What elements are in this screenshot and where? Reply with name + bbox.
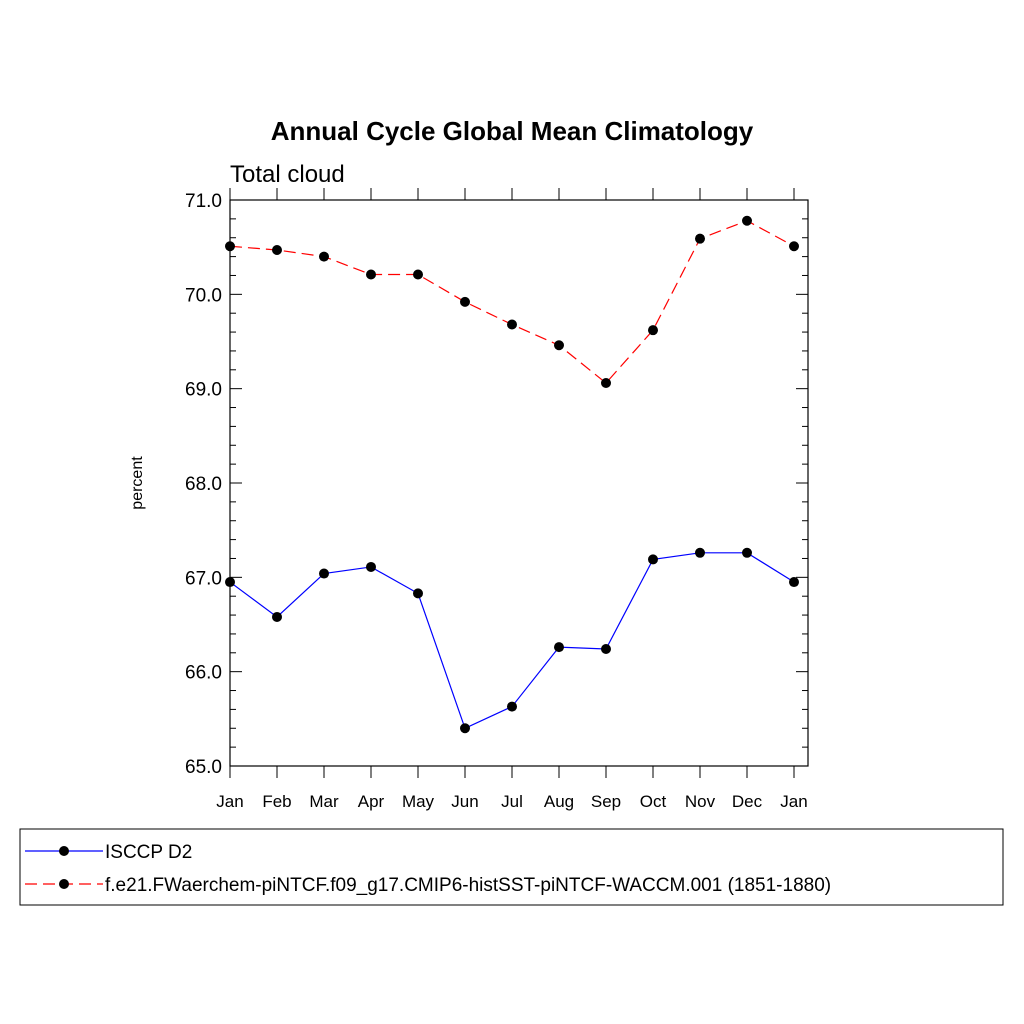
legend-label-2: f.e21.FWaerchem-piNTCF.f09_g17.CMIP6-his… xyxy=(105,875,831,896)
y-tick-label: 65.0 xyxy=(185,757,222,778)
y-axis-label: percent xyxy=(129,456,146,510)
y-tick-label: 71.0 xyxy=(185,191,222,212)
y-tick-label: 69.0 xyxy=(185,380,222,401)
series-lines xyxy=(229,220,795,730)
series-1-point xyxy=(789,577,799,588)
series-points xyxy=(225,215,799,734)
series-2-point xyxy=(789,241,799,252)
x-tick-label: Mar xyxy=(309,792,339,811)
chart-subtitle: Total cloud xyxy=(230,161,345,188)
series-1-point xyxy=(742,547,752,558)
series-1-point xyxy=(319,568,329,579)
series-2-point xyxy=(413,269,423,280)
series-2-point xyxy=(319,251,329,262)
x-tick-label: Aug xyxy=(544,792,574,811)
series-2-point xyxy=(225,241,235,252)
series-2-point xyxy=(742,215,752,226)
x-tick-label: Apr xyxy=(358,792,385,811)
plot-frame xyxy=(229,199,809,767)
series-1-point xyxy=(225,577,235,588)
legend: ISCCP D2 f.e21.FWaerchem-piNTCF.f09_g17.C… xyxy=(25,842,831,896)
series-line-2 xyxy=(229,220,795,384)
x-tick-labels: Jan Feb Mar Apr May Jun Jul Aug Sep Oct Nov Dec Jan xyxy=(216,792,807,811)
x-tick-label: Jul xyxy=(501,792,523,811)
x-tick-label: May xyxy=(402,792,435,811)
series-1-point xyxy=(695,547,705,558)
series-2-point xyxy=(601,378,611,389)
x-tick-label: Nov xyxy=(685,792,716,811)
legend-box xyxy=(19,828,1004,906)
series-1-point xyxy=(601,644,611,655)
y-tick-label: 70.0 xyxy=(185,285,222,306)
series-1-point xyxy=(460,723,470,734)
y-tick-labels: 65.0 66.0 67.0 68.0 69.0 70.0 71.0 xyxy=(185,191,222,778)
x-tick-label: Sep xyxy=(591,792,621,811)
x-tick-label: Jun xyxy=(451,792,478,811)
x-tick-label: Feb xyxy=(262,792,291,811)
y-tick-label: 68.0 xyxy=(185,474,222,495)
series-1-point xyxy=(272,611,282,622)
series-2-point xyxy=(648,325,658,336)
chart-title: Annual Cycle Global Mean Climatology xyxy=(271,116,754,146)
legend-marker-1 xyxy=(59,846,69,856)
x-tick-label: Dec xyxy=(732,792,763,811)
x-tick-label: Jan xyxy=(216,792,243,811)
series-1-point xyxy=(554,642,564,653)
series-2-point xyxy=(695,233,705,244)
legend-marker-2 xyxy=(59,879,69,889)
series-2-point xyxy=(554,340,564,351)
x-tick-label: Jan xyxy=(780,792,807,811)
y-tick-label: 67.0 xyxy=(185,568,222,589)
series-1-point xyxy=(413,588,423,599)
series-1-point xyxy=(648,554,658,565)
series-2-point xyxy=(460,296,470,307)
series-2-point xyxy=(272,244,282,255)
series-2-point xyxy=(507,319,517,330)
axis-ticks xyxy=(229,188,808,778)
series-1-point xyxy=(507,701,517,712)
series-2-point xyxy=(366,269,376,280)
y-tick-label: 66.0 xyxy=(185,663,222,684)
legend-label-1: ISCCP D2 xyxy=(105,842,192,863)
x-tick-label: Oct xyxy=(640,792,667,811)
series-1-point xyxy=(366,561,376,572)
